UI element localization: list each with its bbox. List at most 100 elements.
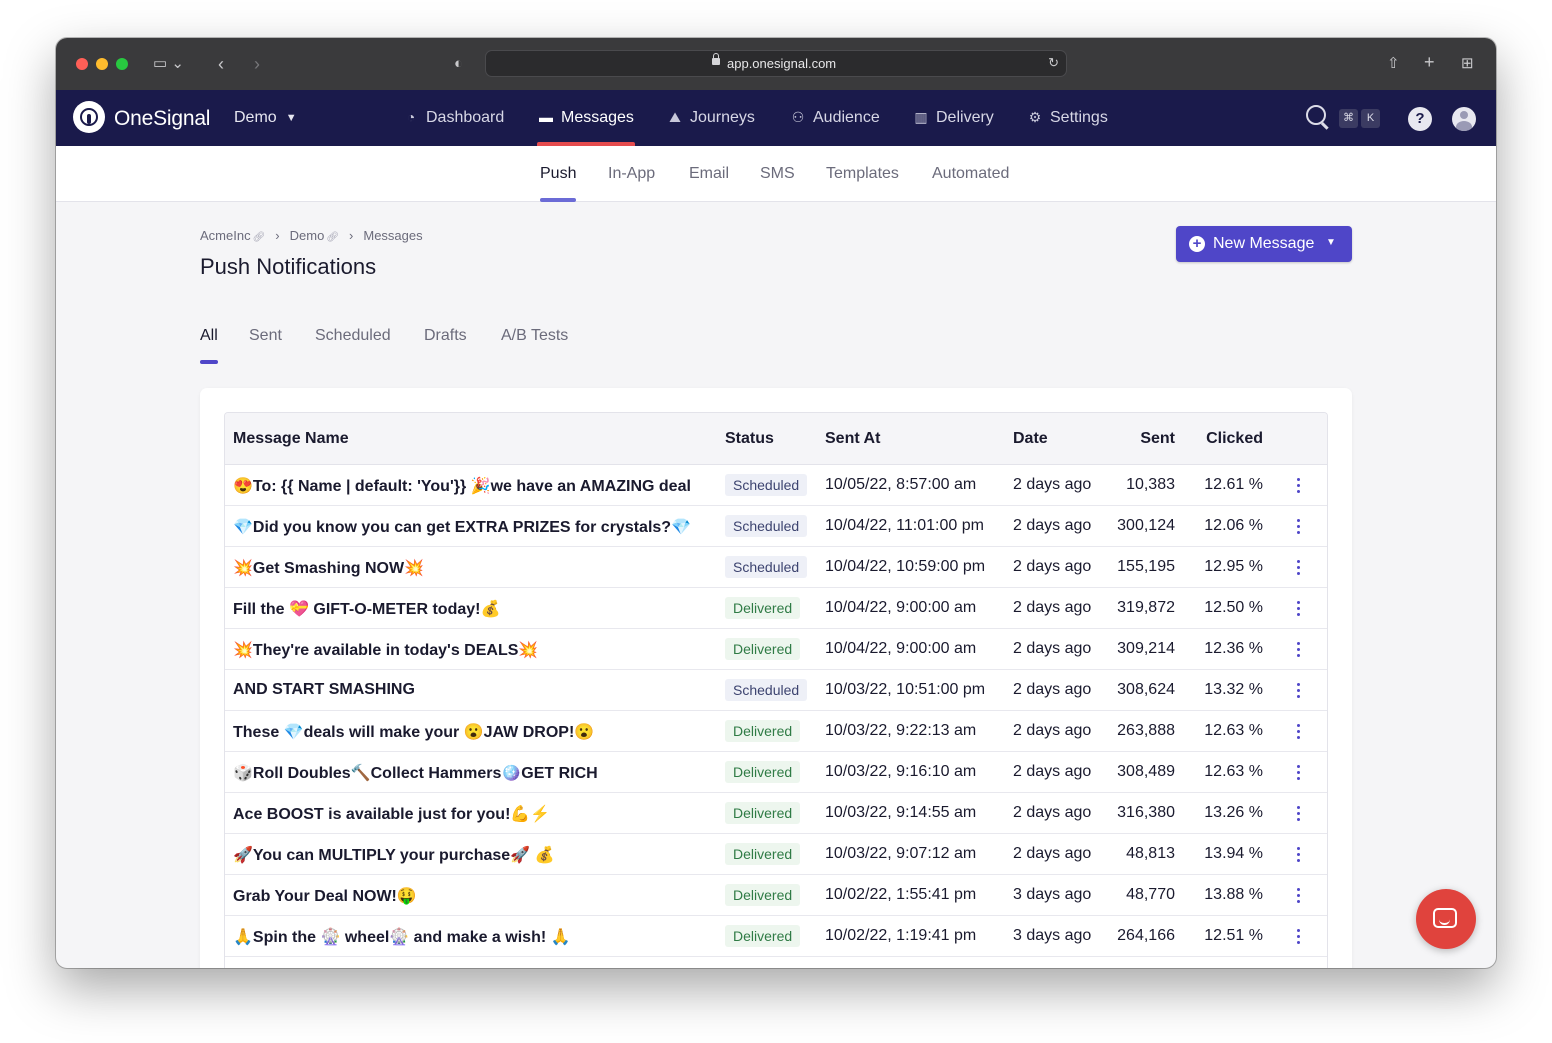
new-message-button[interactable]: + New Message ▼: [1176, 226, 1352, 262]
breadcrumb-app[interactable]: Demo: [289, 228, 325, 243]
sent-count: 48,770: [1126, 886, 1175, 903]
message-name[interactable]: 💎Did you know you can get EXTRA PRIZES f…: [233, 519, 691, 536]
nav-delivery[interactable]: ▥ Delivery: [912, 109, 993, 127]
new-tab-icon[interactable]: +: [1424, 52, 1435, 72]
chat-launcher-button[interactable]: [1416, 889, 1476, 949]
minimize-window-button[interactable]: [96, 58, 108, 70]
message-name[interactable]: AND START SMASHING: [233, 681, 415, 698]
more-options-icon[interactable]: [1297, 765, 1300, 780]
table-row[interactable]: 🚀You can MULTIPLY your purchase🚀 💰 Delive…: [225, 834, 1327, 875]
tab-sent[interactable]: Sent: [249, 327, 282, 344]
nav-journeys[interactable]: ⛰ Journeys: [666, 109, 755, 127]
status-badge: Delivered: [725, 884, 801, 906]
more-options-icon[interactable]: [1297, 847, 1300, 862]
delivery-icon: ▥: [914, 109, 928, 125]
more-options-icon[interactable]: [1297, 601, 1300, 616]
sent-at: 10/04/22, 11:01:00 pm: [825, 517, 984, 534]
subnav-push[interactable]: Push: [540, 165, 577, 182]
more-options-icon[interactable]: [1297, 806, 1300, 821]
table-row[interactable]: These 💎deals will make your 😮JAW DROP!😮 D…: [225, 711, 1327, 752]
org-selector[interactable]: Demo ▼: [234, 109, 297, 127]
journeys-icon: ⛰: [669, 109, 681, 125]
chat-icon: [1433, 908, 1457, 928]
sent-count: 300,124: [1117, 517, 1175, 534]
subnav-email[interactable]: Email: [689, 165, 730, 182]
shortcut-k-key: K: [1361, 109, 1380, 128]
column-header-message-name[interactable]: Message Name: [233, 430, 349, 447]
table-row[interactable]: 💥They're available in today's DEALS💥 Deli…: [225, 629, 1327, 670]
column-header-date[interactable]: Date: [1013, 430, 1048, 447]
more-options-icon[interactable]: [1297, 929, 1300, 944]
table-row[interactable]: 😍To: {{ Name | default: 'You'}} 🎉we have…: [225, 465, 1327, 506]
back-icon[interactable]: ‹: [218, 54, 224, 74]
table-row[interactable]: 🙏Spin the 🎡 wheel🎡 and make a wish! 🙏 Del…: [225, 916, 1327, 957]
relative-date: 2 days ago: [1013, 640, 1092, 657]
tab-all[interactable]: All: [200, 327, 218, 344]
message-name[interactable]: 💥Get Smashing NOW💥: [233, 560, 424, 577]
sent-at: 10/03/22, 9:07:12 am: [825, 845, 977, 862]
table-row[interactable]: 💎Did you know you can get EXTRA PRIZES f…: [225, 506, 1327, 547]
more-options-icon[interactable]: [1297, 683, 1300, 698]
table-row[interactable]: AND START SMASHING Scheduled 10/03/22, 10:…: [225, 670, 1327, 711]
onesignal-logo-icon[interactable]: [73, 101, 105, 133]
zoom-window-button[interactable]: [116, 58, 128, 70]
column-header-sent[interactable]: Sent: [1140, 430, 1175, 447]
more-options-icon[interactable]: [1297, 724, 1300, 739]
share-icon[interactable]: ⇧: [1387, 55, 1400, 72]
privacy-shield-icon[interactable]: ◐: [454, 55, 464, 72]
help-icon[interactable]: ?: [1408, 107, 1432, 131]
message-name[interactable]: 💥They're available in today's DEALS💥: [233, 642, 539, 659]
clicked-rate: 12.61 %: [1204, 476, 1263, 493]
nav-dashboard[interactable]: ◔ Dashboard: [402, 109, 505, 127]
more-options-icon[interactable]: [1297, 519, 1300, 534]
reload-icon[interactable]: ↻: [1048, 55, 1059, 70]
lock-icon: [712, 53, 720, 65]
close-window-button[interactable]: [76, 58, 88, 70]
tab-drafts[interactable]: Drafts: [424, 327, 467, 344]
avatar[interactable]: [1452, 107, 1476, 131]
nav-settings[interactable]: ⚙ Settings: [1026, 109, 1108, 127]
message-name[interactable]: 😍To: {{ Name | default: 'You'}} 🎉we have…: [233, 478, 691, 495]
address-bar[interactable]: app.onesignal.com ↻: [485, 50, 1067, 77]
message-name[interactable]: 🙏Spin the 🎡 wheel🎡 and make a wish! 🙏: [233, 929, 571, 946]
table-row[interactable]: Fill the 💝 GIFT-O-METER today!💰 Delivered…: [225, 588, 1327, 629]
forward-icon[interactable]: ›: [254, 54, 260, 74]
sent-count: 263,888: [1117, 722, 1175, 739]
column-header-sent-at[interactable]: Sent At: [825, 430, 881, 447]
tab-scheduled[interactable]: Scheduled: [315, 327, 391, 344]
search-icon[interactable]: [1306, 105, 1326, 125]
nav-audience[interactable]: ⚇ Audience: [789, 109, 880, 127]
table-row[interactable]: Ace BOOST is available just for you!💪⚡ De…: [225, 793, 1327, 834]
subnav-sms[interactable]: SMS: [760, 165, 795, 182]
relative-date: 2 days ago: [1013, 599, 1092, 616]
column-header-clicked[interactable]: Clicked: [1206, 430, 1263, 447]
message-name[interactable]: Grab Your Deal NOW!🤑: [233, 888, 417, 905]
subnav-templates[interactable]: Templates: [826, 165, 899, 182]
message-name[interactable]: Fill the 💝 GIFT-O-METER today!💰: [233, 601, 501, 618]
subnav-automated[interactable]: Automated: [932, 165, 1010, 182]
message-name[interactable]: 🚀You can MULTIPLY your purchase🚀 💰: [233, 847, 555, 864]
more-options-icon[interactable]: [1297, 560, 1300, 575]
more-options-icon[interactable]: [1297, 888, 1300, 903]
breadcrumb-org[interactable]: AcmeInc: [200, 228, 251, 243]
table-row[interactable]: 💥Get Smashing NOW💥 Scheduled 10/04/22, 10:…: [225, 547, 1327, 588]
more-options-icon[interactable]: [1297, 478, 1300, 493]
relative-date: 2 days ago: [1013, 722, 1092, 739]
column-header-status[interactable]: Status: [725, 430, 774, 447]
subnav-in-app[interactable]: In-App: [608, 165, 656, 182]
message-name[interactable]: These 💎deals will make your 😮JAW DROP!😮: [233, 724, 595, 741]
tab-overview-icon[interactable]: ⊞: [1461, 55, 1474, 72]
table-row[interactable]: Grab Your Deal NOW!🤑 Delivered 10/02/22, 1…: [225, 875, 1327, 916]
more-options-icon[interactable]: [1297, 642, 1300, 657]
dashboard-icon: ◔: [406, 109, 416, 125]
new-message-label: New Message: [1213, 235, 1315, 252]
nav-messages[interactable]: ▬ Messages: [537, 109, 634, 127]
clicked-rate: 12.63 %: [1204, 763, 1263, 780]
tab-ab-tests[interactable]: A/B Tests: [501, 327, 569, 344]
sidebar-toggle-icon[interactable]: ▭ ⌄: [153, 55, 184, 72]
status-badge: Scheduled: [725, 556, 808, 578]
message-name[interactable]: 🎲Roll Doubles🔨Collect Hammers🪩GET RICH: [233, 765, 598, 782]
message-name[interactable]: Ace BOOST is available just for you!💪⚡: [233, 806, 551, 823]
table-row[interactable]: 🎲Roll Doubles🔨Collect Hammers🪩GET RICH De…: [225, 752, 1327, 793]
tab-active-indicator: [200, 360, 218, 364]
